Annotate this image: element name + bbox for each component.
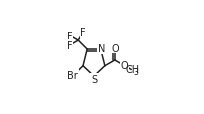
Text: N: N xyxy=(98,44,105,54)
Text: F: F xyxy=(67,40,73,50)
Text: S: S xyxy=(91,74,97,84)
Text: 3: 3 xyxy=(134,67,139,76)
Text: Br: Br xyxy=(68,70,78,80)
Text: F: F xyxy=(80,28,86,38)
Text: O: O xyxy=(111,43,119,53)
Text: F: F xyxy=(67,31,73,41)
Text: CH: CH xyxy=(126,65,140,75)
Text: O: O xyxy=(121,61,128,71)
